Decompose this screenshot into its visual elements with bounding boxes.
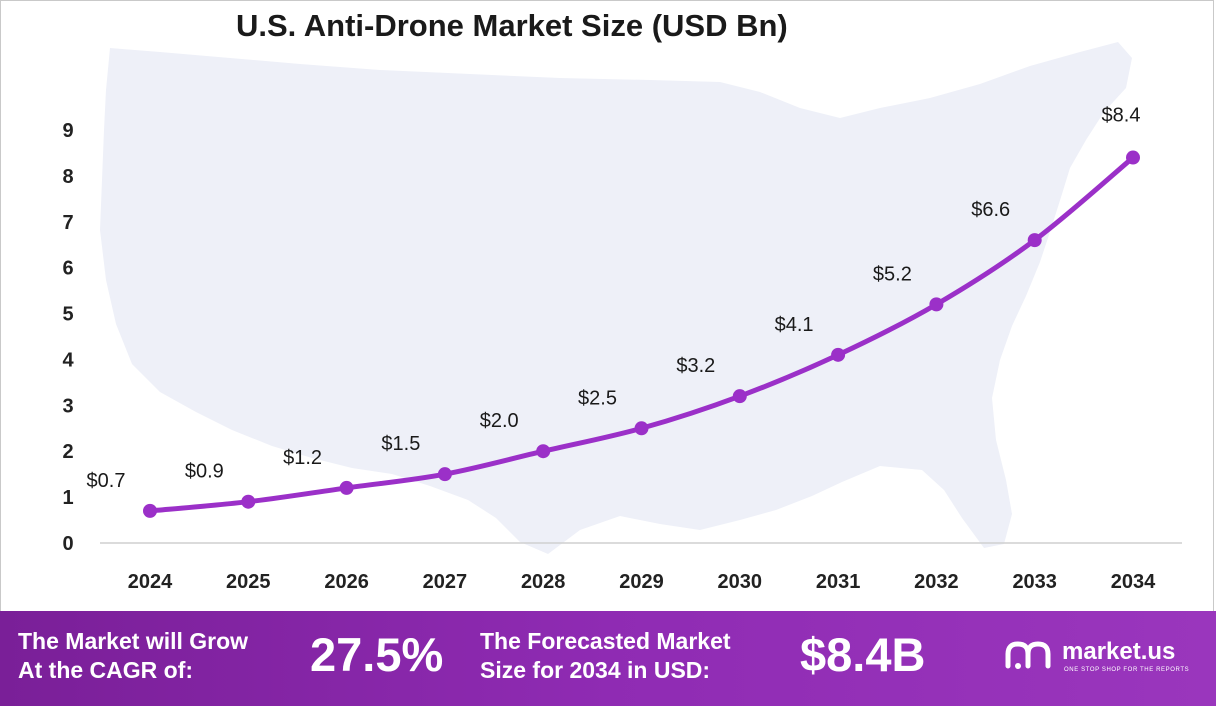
y-tick-label: 7 xyxy=(62,212,73,234)
y-tick-label: 6 xyxy=(62,258,73,280)
data-label: $3.2 xyxy=(676,355,715,377)
data-point xyxy=(143,503,157,518)
cagr-label-line1: The Market will Grow xyxy=(18,628,249,654)
data-label: $2.5 xyxy=(578,387,617,409)
x-tick-label: 2031 xyxy=(816,571,861,593)
y-tick-label: 8 xyxy=(62,166,73,188)
data-point xyxy=(732,389,747,404)
y-tick-label: 3 xyxy=(62,395,73,417)
us-map-silhouette xyxy=(100,42,1132,554)
series-line xyxy=(147,155,1136,514)
data-point xyxy=(831,347,846,362)
x-axis-ticks: 2024 2025 2026 2027 2028 2029 2030 2031 2032 2033… xyxy=(128,571,1156,593)
y-tick-label: 1 xyxy=(62,487,73,509)
data-label: $1.5 xyxy=(381,433,420,455)
data-point xyxy=(929,297,944,312)
x-tick-label: 2027 xyxy=(423,571,468,593)
forecast-label-line1: The Forecasted Market xyxy=(480,628,731,654)
y-tick-label: 4 xyxy=(62,349,74,371)
logo-name: market.us xyxy=(1062,638,1176,665)
y-tick-label: 9 xyxy=(62,120,73,142)
data-point xyxy=(241,494,256,509)
data-points xyxy=(143,150,1140,518)
data-label: $1.2 xyxy=(283,447,322,469)
x-tick-label: 2026 xyxy=(324,571,369,593)
x-tick-label: 2028 xyxy=(521,571,566,593)
y-tick-label: 2 xyxy=(62,441,73,463)
data-label: $4.1 xyxy=(775,314,814,336)
data-point xyxy=(1126,150,1140,165)
x-tick-label: 2030 xyxy=(718,571,763,593)
y-axis-ticks: 0 1 2 3 4 5 6 7 8 9 xyxy=(62,120,74,555)
data-labels: $0.7 $0.9 $1.2 $1.5 $2.0 $2.5 $3.2 $4.1 $5.2 $6.6… xyxy=(87,105,1141,492)
logo-tagline: ONE STOP SHOP FOR THE REPORTS xyxy=(1064,667,1190,673)
cagr-label: The Market will Grow At the CAGR of: xyxy=(18,627,248,685)
market-us-logo-icon xyxy=(1005,641,1051,669)
forecast-label-line2: Size for 2034 in USD: xyxy=(480,657,711,683)
data-label: $2.0 xyxy=(480,410,519,432)
y-tick-label: 0 xyxy=(62,533,73,555)
data-label: $6.6 xyxy=(971,199,1010,221)
x-tick-label: 2029 xyxy=(619,571,664,593)
forecast-label: The Forecasted Market Size for 2034 in U… xyxy=(480,627,731,685)
x-tick-label: 2033 xyxy=(1012,571,1057,593)
data-point xyxy=(1027,233,1042,248)
x-tick-label: 2032 xyxy=(914,571,959,593)
data-label: $0.7 xyxy=(87,470,126,492)
x-tick-label: 2034 xyxy=(1111,571,1156,593)
x-tick-label: 2025 xyxy=(226,571,271,593)
x-tick-label: 2024 xyxy=(128,571,173,593)
cagr-value: 27.5% xyxy=(310,628,444,681)
data-point xyxy=(634,421,649,436)
summary-banner: The Market will Grow At the CAGR of: 27.… xyxy=(0,611,1216,706)
forecast-value: $8.4B xyxy=(800,628,926,681)
data-label: $0.9 xyxy=(185,461,224,483)
data-point xyxy=(339,480,354,495)
data-point xyxy=(536,444,551,459)
data-label: $5.2 xyxy=(873,263,912,285)
data-label: $8.4 xyxy=(1102,105,1141,127)
data-point xyxy=(437,467,452,482)
y-tick-label: 5 xyxy=(62,304,73,326)
market-us-logo[interactable]: market.us ONE STOP SHOP FOR THE REPORTS xyxy=(1004,636,1214,686)
cagr-label-line2: At the CAGR of: xyxy=(18,657,194,683)
chart-title: U.S. Anti-Drone Market Size (USD Bn) xyxy=(236,8,788,43)
